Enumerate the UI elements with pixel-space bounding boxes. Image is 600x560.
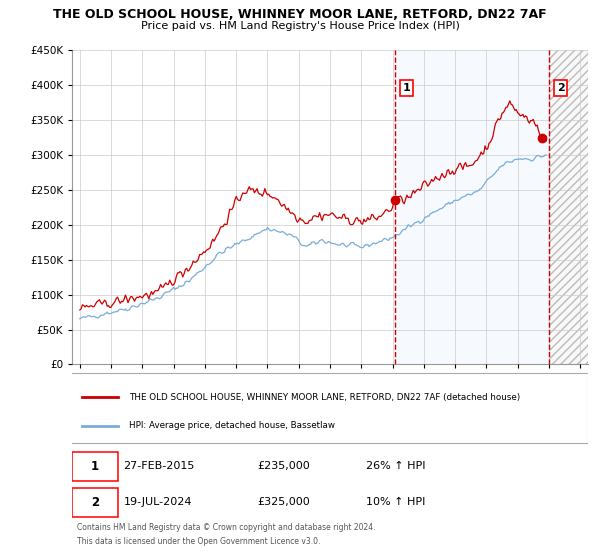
Text: THE OLD SCHOOL HOUSE, WHINNEY MOOR LANE, RETFORD, DN22 7AF (detached house): THE OLD SCHOOL HOUSE, WHINNEY MOOR LANE,… [129,393,520,402]
FancyBboxPatch shape [72,488,118,516]
Text: 2: 2 [91,496,99,508]
Text: 26% ↑ HPI: 26% ↑ HPI [366,461,425,472]
Text: 1: 1 [403,83,410,93]
Text: Price paid vs. HM Land Registry's House Price Index (HPI): Price paid vs. HM Land Registry's House … [140,21,460,31]
Text: 19-JUL-2024: 19-JUL-2024 [124,497,192,507]
Text: £235,000: £235,000 [258,461,311,472]
Text: 2: 2 [557,83,565,93]
FancyBboxPatch shape [67,373,588,443]
Text: 10% ↑ HPI: 10% ↑ HPI [366,497,425,507]
Text: 27-FEB-2015: 27-FEB-2015 [124,461,195,472]
Bar [549,50,588,365]
Text: HPI: Average price, detached house, Bassetlaw: HPI: Average price, detached house, Bass… [129,421,335,431]
Text: 1: 1 [91,460,99,473]
Text: Contains HM Land Registry data © Crown copyright and database right 2024.: Contains HM Land Registry data © Crown c… [77,523,376,532]
Text: This data is licensed under the Open Government Licence v3.0.: This data is licensed under the Open Gov… [77,537,320,546]
Text: £325,000: £325,000 [258,497,311,507]
Bar [549,50,588,365]
Text: THE OLD SCHOOL HOUSE, WHINNEY MOOR LANE, RETFORD, DN22 7AF: THE OLD SCHOOL HOUSE, WHINNEY MOOR LANE,… [53,8,547,21]
FancyBboxPatch shape [72,452,118,480]
Bar [395,50,549,365]
